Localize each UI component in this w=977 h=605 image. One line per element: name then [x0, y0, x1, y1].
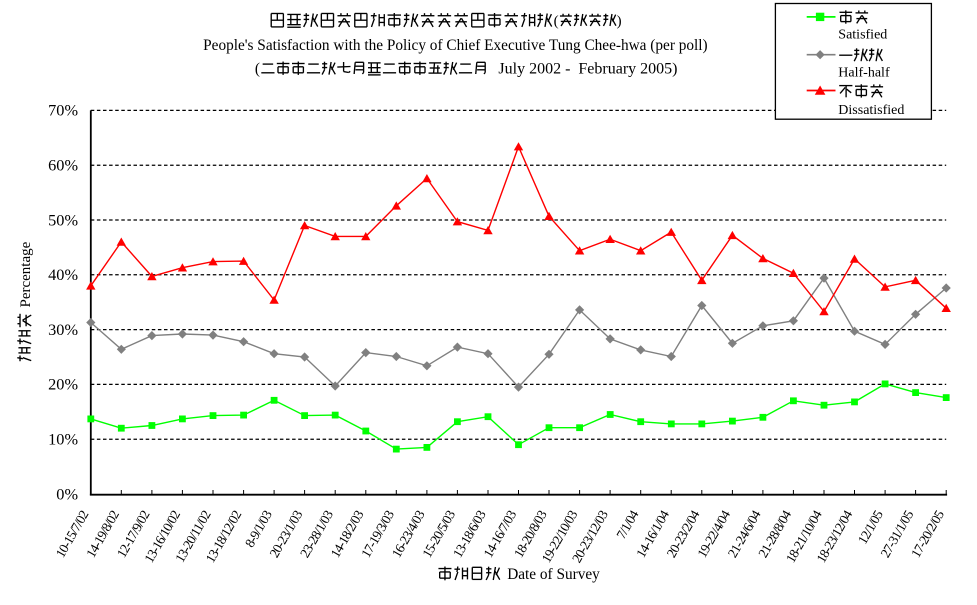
svg-text:60%: 60%: [48, 156, 78, 175]
svg-text:(: (: [255, 61, 260, 78]
svg-text:0%: 0%: [56, 484, 78, 503]
svg-text:People's Satisfaction with the: People's Satisfaction with the Policy of…: [203, 37, 708, 54]
svg-text:30%: 30%: [48, 320, 78, 339]
svg-text:Satisfied: Satisfied: [838, 27, 887, 42]
svg-text:70%: 70%: [48, 101, 78, 120]
svg-text:(: (: [554, 14, 559, 30]
svg-text:Dissatisfied: Dissatisfied: [838, 103, 904, 118]
svg-text:40%: 40%: [48, 265, 78, 284]
svg-text:July 2002 - February 2005): July 2002 - February 2005): [498, 61, 677, 78]
svg-text:): ): [617, 14, 622, 30]
svg-text:20%: 20%: [48, 375, 78, 394]
svg-text:Half-half: Half-half: [838, 66, 890, 81]
svg-text:Percentage: Percentage: [18, 241, 34, 307]
svg-text:10%: 10%: [48, 430, 78, 449]
svg-text:50%: 50%: [48, 210, 78, 229]
svg-text:Date of Survey: Date of Survey: [507, 566, 600, 583]
